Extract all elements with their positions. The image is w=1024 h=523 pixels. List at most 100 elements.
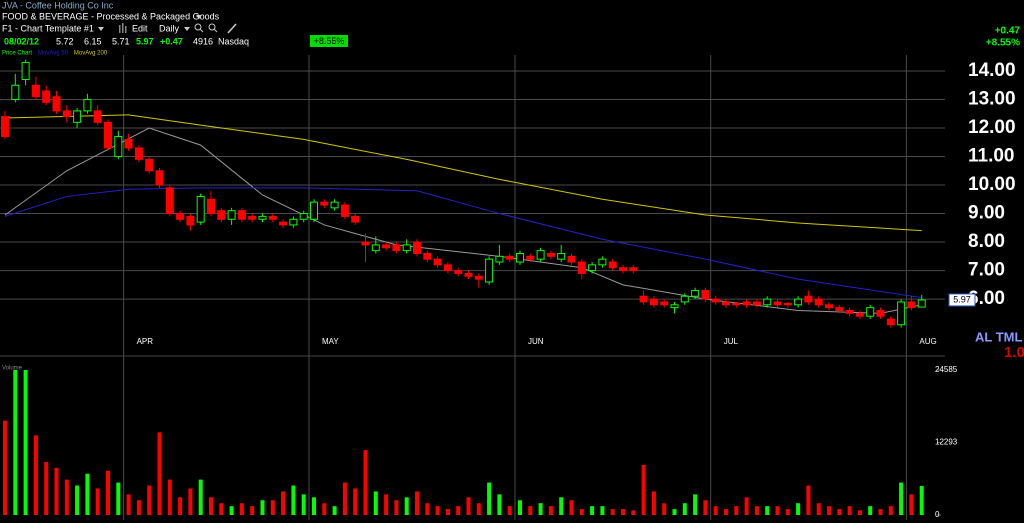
- volume-bar: [796, 503, 801, 515]
- candle-body: [907, 301, 916, 309]
- dropdown-arrow[interactable]: [196, 15, 202, 19]
- candle-body: [413, 241, 421, 254]
- candle-body: [392, 244, 401, 252]
- quote-change: +0.47: [160, 36, 183, 46]
- quote-close: 5.97: [136, 36, 154, 46]
- draw-tool[interactable]: [227, 23, 237, 34]
- candle-body: [227, 210, 236, 220]
- candle-body: [485, 258, 494, 283]
- candle-body: [124, 138, 133, 149]
- exchange: Nasdaq: [218, 36, 249, 46]
- volume-bar: [54, 467, 59, 515]
- candle-body: [752, 301, 761, 306]
- volume-bar: [579, 509, 584, 515]
- icon-part: [199, 28, 204, 33]
- zoom-in[interactable]: [194, 23, 204, 33]
- candle-body: [310, 201, 318, 220]
- y-tick-label: 14.00: [968, 60, 1016, 81]
- candle-body: [866, 307, 875, 317]
- moving-average: [4, 187, 922, 299]
- last-price-tag: 5.97: [953, 294, 971, 304]
- volume-bar: [693, 494, 698, 515]
- volume-bar: [775, 506, 780, 515]
- candle-body: [11, 84, 20, 100]
- candle-body: [732, 302, 741, 306]
- volume-bar: [744, 497, 749, 515]
- candle-body: [742, 301, 751, 306]
- volume-bar: [888, 506, 893, 515]
- volume-bar: [394, 500, 399, 515]
- candle-body: [804, 295, 813, 303]
- volume-bar: [548, 506, 553, 515]
- last-price-tag-bg: [948, 293, 976, 307]
- template[interactable]: F1 - Chart Template #1: [2, 23, 94, 33]
- bar-icon[interactable]: [119, 23, 127, 33]
- volume-bar: [415, 491, 419, 515]
- edit-button[interactable]: Edit: [132, 23, 148, 33]
- volume-label: Volume: [2, 366, 23, 372]
- volume-bar: [3, 420, 7, 515]
- sector: FOOD & BEVERAGE - Processed & Packaged G…: [2, 11, 220, 21]
- moving-average: [4, 127, 922, 314]
- candle-body: [577, 261, 586, 274]
- candle-body: [176, 213, 185, 220]
- candle-body: [691, 290, 700, 297]
- volume-bar: [899, 482, 904, 515]
- volume-bar: [806, 485, 811, 515]
- candle-body: [382, 244, 391, 249]
- corner-label: AL TML: [975, 329, 1022, 344]
- pct-badge: +8.55%: [314, 36, 345, 46]
- dropdown-arrow[interactable]: [98, 27, 104, 31]
- candle-body: [165, 187, 174, 215]
- dropdown-arrow[interactable]: [184, 27, 190, 31]
- candle-body: [876, 309, 885, 317]
- y-tick-label: 6.00: [968, 288, 1005, 309]
- candle-body: [897, 301, 906, 326]
- candle-body: [423, 252, 432, 260]
- volume-bar: [147, 485, 152, 515]
- legend-entry: MovAvg 200: [74, 51, 108, 57]
- volume-bar: [209, 497, 213, 515]
- volume-bar: [198, 479, 203, 515]
- volume-bar: [404, 497, 409, 515]
- quote-date: 08/02/12: [4, 36, 39, 46]
- candle-body: [629, 267, 638, 272]
- volume-bar: [445, 509, 450, 515]
- volume-bar: [476, 503, 481, 515]
- quote-high: 6.15: [84, 36, 102, 46]
- period[interactable]: Daily: [159, 23, 180, 33]
- y-tick-label: 8.00: [968, 231, 1005, 252]
- candle-body: [217, 210, 226, 220]
- candle-body: [783, 302, 792, 306]
- candle-body: [464, 272, 473, 277]
- legend-entry: MovAvg 50: [38, 51, 69, 57]
- candle-body: [660, 301, 669, 306]
- candle-body: [711, 298, 720, 303]
- volume-bar: [301, 494, 306, 515]
- candle-body: [814, 298, 823, 306]
- moving-average: [4, 114, 922, 232]
- legend-entry: Price Chart: [2, 51, 32, 57]
- candle-body: [680, 295, 689, 303]
- candle-body: [588, 264, 597, 272]
- volume-bar: [229, 506, 234, 515]
- right-change: +0.47: [995, 26, 1021, 37]
- candle-body: [495, 255, 504, 263]
- quote-volume: 4916: [193, 36, 213, 46]
- candle-body: [320, 201, 329, 206]
- volume-bar: [456, 506, 461, 515]
- y-tick-label: 13.00: [968, 88, 1016, 109]
- volume-bar: [538, 503, 543, 515]
- zoom-out[interactable]: [208, 23, 218, 33]
- volume-bar: [322, 503, 327, 515]
- candle-body: [443, 264, 452, 272]
- volume-bar: [507, 506, 512, 515]
- volume-bar: [610, 509, 615, 515]
- volume-bar: [239, 503, 244, 515]
- volume-bar: [435, 506, 440, 515]
- x-tick-label: JUL: [724, 337, 739, 346]
- volume-bar: [106, 470, 110, 515]
